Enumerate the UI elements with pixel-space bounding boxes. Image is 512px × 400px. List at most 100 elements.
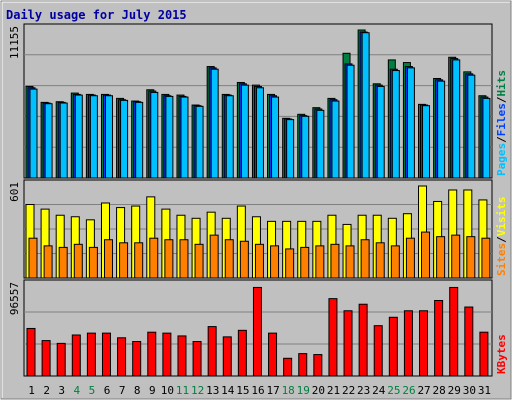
x-tick-label: 29 [448,384,461,397]
bar-pages [331,100,340,179]
x-tick-label: 17 [266,384,279,397]
y-max-label: 96557 [8,282,21,315]
bar-pages [422,105,431,179]
bar-kbytes [252,286,262,377]
bar-sites [330,243,340,279]
chart-panels: 11155Pages/Files/Hits601Sites/Visits9655… [8,23,508,377]
bar-kbytes [419,310,429,377]
bar-kbytes [343,310,353,377]
bar-kbytes [41,340,51,377]
x-tick-label: 7 [119,384,126,397]
bar-sites [270,245,280,279]
bar-sites [421,231,431,279]
bar-kbytes [237,329,247,377]
bar-kbytes [388,316,398,377]
bar-sites [149,237,159,279]
bar-kbytes [403,310,413,377]
legend: Sites/Visits [495,197,508,277]
x-tick-label: 22 [342,384,355,397]
bar-pages [316,109,325,179]
bar-sites [164,239,174,279]
bar-pages [391,70,400,179]
x-tick-label: 9 [149,384,156,397]
bar-pages [361,32,370,179]
x-tick-label: 26 [402,384,415,397]
legend-entry: Visits [495,197,508,237]
x-tick-label: 13 [206,384,219,397]
bar-sites [239,240,249,279]
bar-sites [451,234,461,279]
bar-pages [225,95,234,179]
x-tick-label: 18 [282,384,295,397]
bar-kbytes [56,342,66,377]
x-tick-label: 24 [372,384,386,397]
bar-pages [482,97,491,179]
x-tick-label: 3 [58,384,65,397]
x-tick-label: 11 [176,384,189,397]
bar-pages [376,85,385,179]
legend-entry: Hits [495,70,508,97]
x-tick-label: 4 [74,384,81,397]
bar-sites [390,245,400,279]
bar-pages [165,95,174,179]
x-tick-label: 27 [417,384,430,397]
x-tick-label: 30 [463,384,476,397]
legend: KBytes [495,334,508,374]
bar-kbytes [268,332,278,377]
bar-pages [150,91,159,179]
panel-middle: 601 Sites/Visits [8,179,508,279]
bar-kbytes [358,303,368,377]
bar-kbytes [449,286,459,377]
bar-kbytes [434,300,444,377]
x-tick-label: 31 [478,384,491,397]
bar-kbytes [222,336,232,377]
bar-pages [346,64,355,179]
bar-kbytes [464,306,474,377]
legend-entry: Pages [495,143,508,176]
bar-sites [73,243,83,279]
x-tick-label: 14 [221,384,235,397]
chart-title: Daily usage for July 2015 [6,8,187,22]
bar-kbytes [71,334,81,377]
bar-kbytes [147,331,157,377]
bar-sites [58,246,68,279]
bar-pages [467,74,476,179]
bar-sites [436,236,446,279]
x-tick-label: 6 [104,384,111,397]
legend-entry: Files [495,103,508,136]
bar-pages [74,94,83,179]
legend: Pages/Files/Hits [495,70,508,176]
bar-pages [437,80,446,179]
bar-sites [88,246,98,279]
bar-kbytes [117,337,127,377]
bar-sites [224,239,234,279]
x-axis: 1 2 3 4 5 6 7 8 9 10 11 12 13 14 15 16 17 18 19 20 21 22 23 24 2… [28,384,491,397]
bar-kbytes [298,353,308,377]
bar-sites [285,248,295,279]
y-max-label: 11155 [8,26,21,59]
bar-kbytes [86,332,96,377]
bar-sites [405,237,415,279]
bar-sites [315,245,325,279]
x-tick-label: 28 [433,384,446,397]
bar-pages [89,95,98,179]
bar-pages [286,119,295,179]
x-tick-label: 2 [43,384,50,397]
bar-pages [195,105,204,179]
bar-pages [210,68,219,179]
bar-sites [134,242,144,279]
bar-pages [452,59,461,179]
legend-entry: KBytes [495,334,508,374]
bar-pages [44,103,53,179]
bar-sites [345,245,355,279]
bar-sites [43,245,53,279]
bar-pages [255,87,264,179]
legend-entry: / [495,96,508,103]
bar-pages [29,88,38,179]
x-tick-label: 8 [134,384,141,397]
x-tick-label: 21 [327,384,340,397]
bar-kbytes [101,332,111,377]
x-tick-label: 19 [297,384,310,397]
